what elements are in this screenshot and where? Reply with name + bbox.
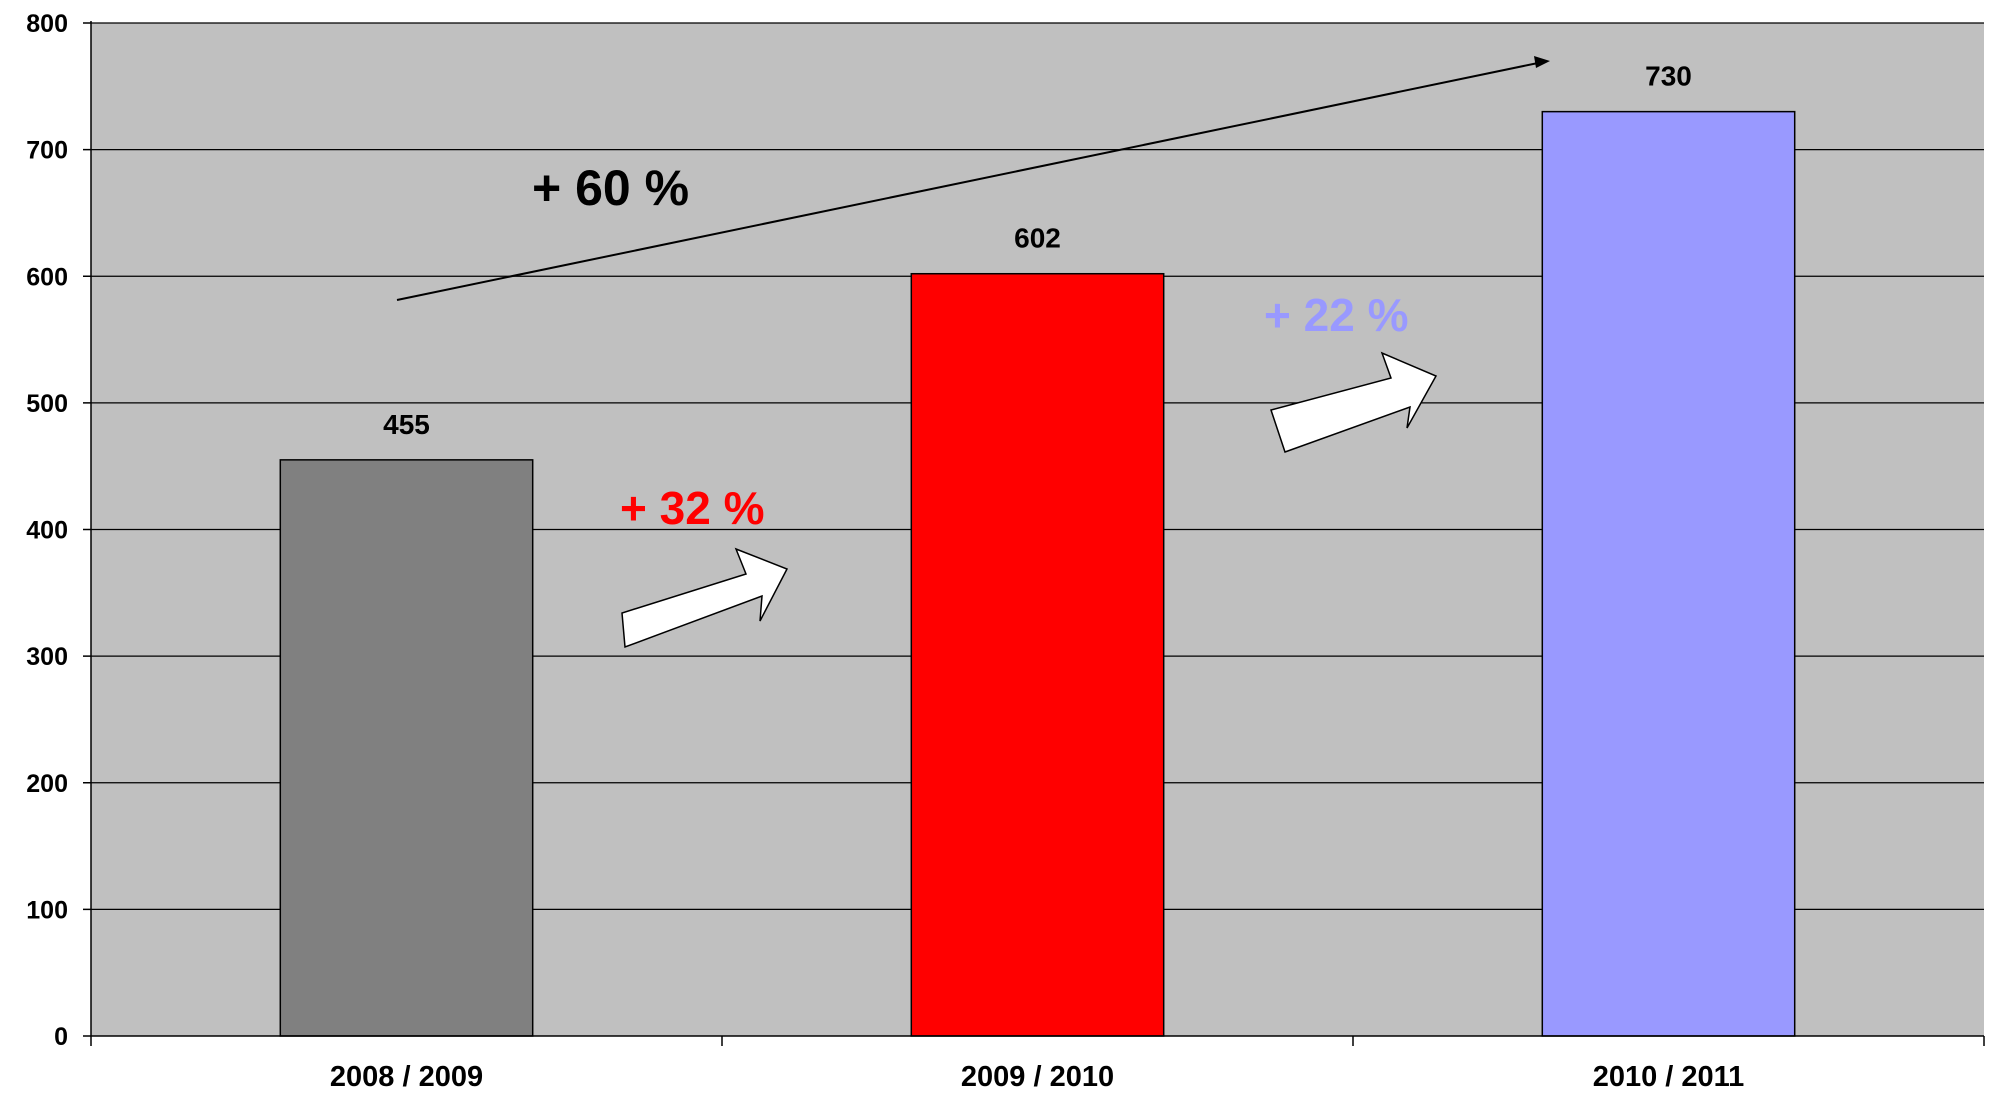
data-label: 602 [1014,223,1061,254]
bar [910,272,1165,1037]
x-category-label: 2008 / 2009 [330,1061,483,1093]
y-tick-label: 300 [26,643,68,671]
total-growth-label: + 60 % [532,160,689,216]
y-tick-label: 400 [26,517,68,545]
x-category-label: 2010 / 2011 [1593,1061,1745,1093]
growth-32-annotation: + 32 % [620,482,789,649]
data-label: 455 [383,409,430,440]
growth-22-label: + 22 % [1264,289,1409,341]
total-growth-arrowhead [1534,56,1550,68]
total-growth-annotation: + 60 % [396,56,1550,301]
bars [279,110,1796,1037]
arrow-right-up-icon [621,547,789,649]
data-label: 730 [1645,61,1692,92]
growth-32-label: + 32 % [620,482,765,534]
bar [279,459,534,1037]
axes [90,21,1984,1037]
y-tick-label: 800 [26,10,68,38]
y-tick-label: 200 [26,770,68,798]
y-tick-label: 100 [26,896,68,924]
data-labels: 455 602 730 [383,61,1692,440]
bar [1541,110,1796,1037]
growth-22-annotation: + 22 % [1264,289,1438,453]
x-axis-ticks: 2008 / 2009 2009 / 2010 2010 / 2011 [90,1036,1985,1093]
y-tick-label: 500 [26,390,68,418]
arrow-right-up-icon [1270,351,1438,453]
y-tick-label: 600 [26,263,68,291]
y-axis-ticks: 0 100 200 300 400 500 600 700 800 [26,10,91,1051]
y-tick-label: 700 [26,137,68,165]
x-category-label: 2009 / 2010 [961,1061,1114,1093]
y-tick-label: 0 [54,1023,68,1051]
total-growth-arrow-line [396,62,1539,301]
